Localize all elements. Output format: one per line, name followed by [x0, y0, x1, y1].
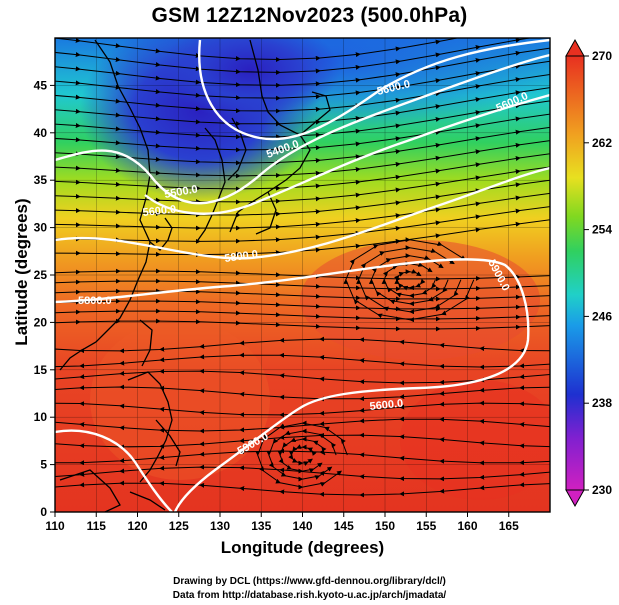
latitude-ticks: 0 5 10 15 20 25 30 35 40 45	[34, 78, 55, 519]
contour-label: 5600.0	[369, 398, 404, 413]
lat-tick-label: 0	[40, 505, 47, 519]
contour-label: 5500.0	[163, 183, 198, 201]
colorbar-max-arrow	[565, 38, 585, 57]
coastlines	[59, 39, 331, 512]
colorbar-tick-label: 246	[592, 309, 612, 323]
lon-tick-label: 120	[127, 519, 147, 533]
lat-tick-label: 20	[34, 315, 48, 329]
lon-tick-label: 145	[334, 519, 354, 533]
streamline	[55, 400, 550, 418]
colorbar-tick-label: 270	[592, 49, 612, 63]
longitude-ticks: 110 115 120 125 130 135 140 145 150 155 160 165	[45, 512, 519, 533]
streamline	[55, 464, 550, 482]
x-axis-label: Longitude (degrees)	[220, 538, 385, 557]
streamline	[55, 298, 550, 312]
lat-tick-label: 10	[34, 410, 48, 424]
colorbar-min-arrow	[565, 489, 585, 508]
geopotential-contours	[55, 38, 550, 512]
colorbar-tick-label: 254	[592, 223, 612, 237]
streamline	[55, 288, 550, 302]
streamline	[55, 336, 550, 354]
lon-tick-label: 130	[210, 519, 230, 533]
lon-tick-label: 160	[457, 519, 477, 533]
streamline	[55, 278, 550, 292]
lon-tick-label: 110	[45, 519, 65, 533]
lat-tick-label: 5	[40, 458, 47, 472]
lon-tick-label: 155	[416, 519, 436, 533]
lat-tick-label: 35	[34, 173, 48, 187]
colorbar: 230 238 246 254 262 270	[565, 38, 612, 508]
streamline	[55, 384, 550, 402]
lon-tick-label: 165	[499, 519, 519, 533]
streamline	[55, 448, 550, 466]
colorbar-tick-label: 230	[592, 483, 612, 497]
streamline	[55, 318, 550, 332]
credit-drawing: Drawing by DCL (https://www.gfd-dennou.o…	[173, 576, 446, 587]
streamline	[55, 416, 550, 434]
lon-tick-label: 125	[169, 519, 189, 533]
lat-tick-label: 25	[34, 268, 48, 282]
credit-data-source: Data from http://database.rish.kyoto-u.a…	[172, 590, 447, 601]
streamline	[55, 368, 550, 386]
contour-label: 5600.0	[142, 204, 177, 219]
temperature-field: 5600.0 5400.0 5600.0 5500.0 5600.0 5800.…	[55, 38, 550, 512]
map-title: GSM 12Z12Nov2023 (500.0hPa)	[151, 4, 468, 27]
streamline	[55, 268, 550, 282]
lat-tick-label: 45	[34, 78, 48, 92]
streamline	[55, 480, 550, 498]
lat-tick-label: 15	[34, 363, 48, 377]
streamline	[55, 352, 550, 370]
lon-tick-label: 115	[87, 519, 107, 533]
lat-tick-label: 30	[34, 221, 48, 235]
lon-tick-label: 150	[375, 519, 395, 533]
colorbar-scale	[565, 55, 585, 491]
contour-label: 5800.0	[78, 295, 112, 307]
lon-tick-label: 135	[251, 519, 271, 533]
lon-tick-label: 140	[292, 519, 312, 533]
streamline	[343, 237, 475, 323]
lat-tick-label: 40	[34, 126, 48, 140]
streamline	[55, 308, 550, 322]
contour-label: 5800.0	[224, 248, 259, 265]
colorbar-tick-label: 238	[592, 396, 612, 410]
colorbar-tick-label: 262	[592, 136, 612, 150]
streamline	[55, 432, 550, 450]
wind-streamlines	[55, 38, 550, 498]
